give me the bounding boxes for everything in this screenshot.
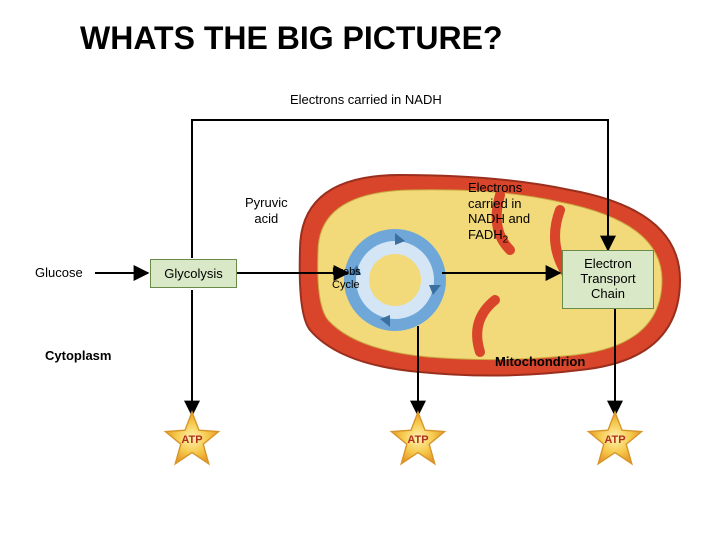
atp-text-1: ATP	[181, 434, 202, 446]
pyruvic-acid-text: Pyruvic acid	[245, 195, 288, 226]
label-cytoplasm: Cytoplasm	[45, 348, 111, 364]
label-glucose: Glucose	[35, 265, 83, 281]
krebs-cycle-icon	[349, 233, 441, 327]
label-electrons-nadh: Electrons carried in NADH	[290, 92, 442, 108]
label-mitochondrion: Mitochondrion	[495, 354, 585, 370]
glycolysis-box: Glycolysis	[150, 259, 237, 288]
atp-1: ATP	[167, 415, 217, 465]
atp-2: ATP	[393, 415, 443, 465]
atp-text-2: ATP	[407, 434, 428, 446]
etc-box: Electron Transport Chain	[562, 250, 654, 309]
label-krebs: Krebs Cycle	[332, 266, 361, 292]
atp-3: ATP	[590, 415, 640, 465]
label-pyruvic-acid: Pyruvic acid	[245, 195, 288, 226]
label-electrons-fadh: Electrons carried in NADH and FADH2	[468, 180, 548, 246]
page-title: WHATS THE BIG PICTURE?	[80, 20, 503, 57]
fadh-subscript: 2	[503, 234, 509, 245]
electrons-fadh-text: Electrons carried in NADH and FADH	[468, 180, 530, 242]
atp-text-3: ATP	[604, 434, 625, 446]
